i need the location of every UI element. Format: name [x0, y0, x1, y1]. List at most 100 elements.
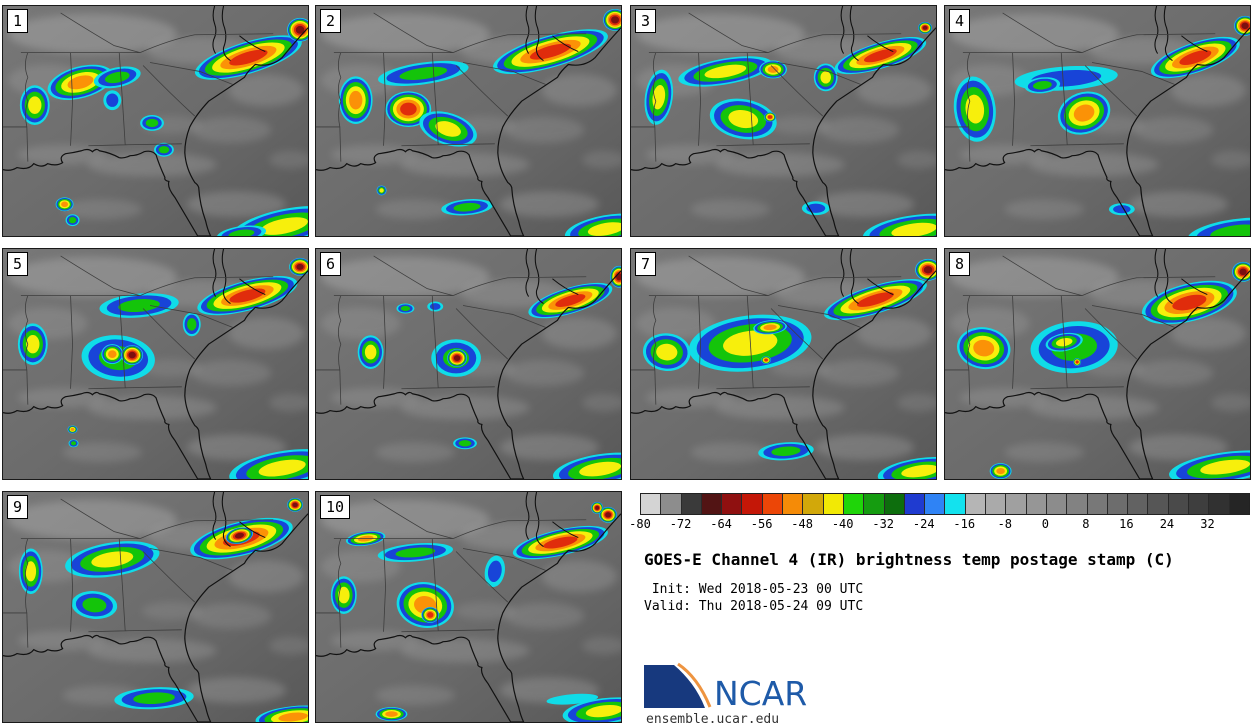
cloud-patch — [400, 395, 530, 420]
storm-cell — [922, 25, 928, 30]
colorbar-segment — [701, 494, 723, 514]
storm-cell — [25, 561, 37, 582]
pamlico-sound-coast — [552, 521, 579, 539]
storm-cell — [296, 263, 304, 270]
storm-cell — [118, 299, 160, 312]
storm-cell — [158, 146, 170, 154]
cloud-patch — [1133, 360, 1214, 386]
storm-cell — [1241, 22, 1249, 30]
storm-cell — [1075, 360, 1079, 364]
colorbar-segment — [904, 494, 926, 514]
cloud-patch — [690, 442, 771, 463]
cloud-patch — [7, 499, 177, 540]
storm-cell — [349, 90, 363, 110]
storm-cell — [295, 25, 305, 34]
cloud-patch — [770, 359, 830, 377]
storm-cell — [70, 427, 75, 432]
colorbar-segment — [681, 494, 702, 514]
init-time-label: Init: Wed 2018-05-23 00 UTC — [644, 582, 864, 597]
colorbar-segment — [1006, 494, 1027, 514]
ncar-logo-arc — [677, 662, 712, 708]
panel-number-label: 3 — [635, 9, 657, 33]
storm-cell — [529, 43, 572, 60]
cloud-patch — [142, 602, 202, 620]
storm-cell — [400, 305, 411, 312]
ensemble-member-panel: 6 — [315, 248, 622, 480]
panel-number-label: 2 — [320, 9, 342, 33]
colorbar-tick-label: 16 — [1119, 517, 1134, 531]
storm-cell — [133, 692, 175, 705]
cloud-patch — [715, 152, 845, 177]
cloud-patch — [504, 603, 585, 629]
storm-cell — [595, 505, 600, 510]
colorbar-segment — [661, 494, 682, 514]
storm-cell — [1073, 104, 1095, 122]
chesapeake-bay-coast — [525, 249, 544, 304]
panel-number-label: 7 — [635, 252, 657, 276]
cloud-patch — [1029, 395, 1159, 420]
colorbar-tick-label: -80 — [629, 517, 651, 531]
storm-cell — [70, 441, 77, 446]
cloud-patch — [320, 13, 490, 54]
storm-cell — [1179, 50, 1212, 65]
cloud-patch — [1004, 442, 1085, 463]
storm-cell — [234, 532, 245, 539]
storm-cell — [996, 467, 1005, 475]
state-borders — [3, 498, 274, 648]
storm-cell — [704, 64, 747, 79]
storm-cell — [229, 49, 268, 66]
cloud-patch — [715, 395, 845, 420]
ensemble-member-panel: 7 — [630, 248, 937, 480]
ncar-logo-text: NCAR — [714, 674, 807, 712]
colorbar-tick-label: -24 — [912, 517, 935, 531]
cloud-patch — [186, 191, 287, 218]
pamlico-sound-coast — [239, 521, 266, 539]
chesapeake-bay-coast — [212, 492, 231, 547]
storm-cell — [1239, 268, 1247, 276]
pamlico-sound-coast — [239, 35, 266, 53]
state-borders — [631, 255, 902, 405]
cloud-patch — [1133, 117, 1214, 143]
cloud-patch — [400, 152, 530, 177]
colorbar-tick-label: 24 — [1159, 517, 1175, 531]
cloud-patch — [320, 256, 490, 297]
chesapeake-bay-coast — [212, 249, 231, 304]
colorbar-segment — [1209, 494, 1230, 514]
storm-cell — [587, 222, 621, 236]
cloud-patch — [690, 199, 771, 220]
cloud-patch — [186, 434, 287, 461]
storm-cell — [68, 216, 77, 224]
cloud-patch — [814, 191, 915, 218]
storm-cell — [104, 71, 130, 84]
storm-cell — [82, 597, 107, 613]
storm-cell — [292, 502, 298, 508]
state-borders — [316, 498, 587, 648]
pamlico-sound-coast — [1181, 278, 1208, 296]
storm-cell — [453, 355, 461, 362]
storm-cell — [61, 201, 69, 208]
cloud-patch — [1211, 393, 1250, 412]
cloud-patch — [1128, 434, 1229, 461]
cloud-patch — [819, 117, 900, 143]
storm-cell — [605, 512, 612, 518]
pamlico-sound-coast — [867, 278, 894, 296]
storm-cell — [771, 446, 801, 456]
colorbar-segment — [823, 494, 844, 514]
cloud-patch — [191, 117, 272, 143]
storm-cell — [379, 188, 384, 193]
colorbar-segment — [1128, 494, 1149, 514]
coastline — [3, 27, 308, 236]
storm-cell — [487, 560, 502, 583]
colorbar-tick-label: 8 — [1082, 517, 1090, 531]
storm-cell — [585, 704, 621, 718]
storm-cell — [435, 121, 461, 137]
cloud-patch — [7, 256, 177, 297]
cloud-patch — [635, 256, 805, 297]
coastline — [316, 270, 621, 479]
coastline — [945, 270, 1250, 479]
storm-cell — [458, 440, 472, 447]
storm-cell — [67, 75, 94, 90]
cloud-patch — [87, 152, 217, 177]
storm-cell — [1113, 205, 1131, 214]
